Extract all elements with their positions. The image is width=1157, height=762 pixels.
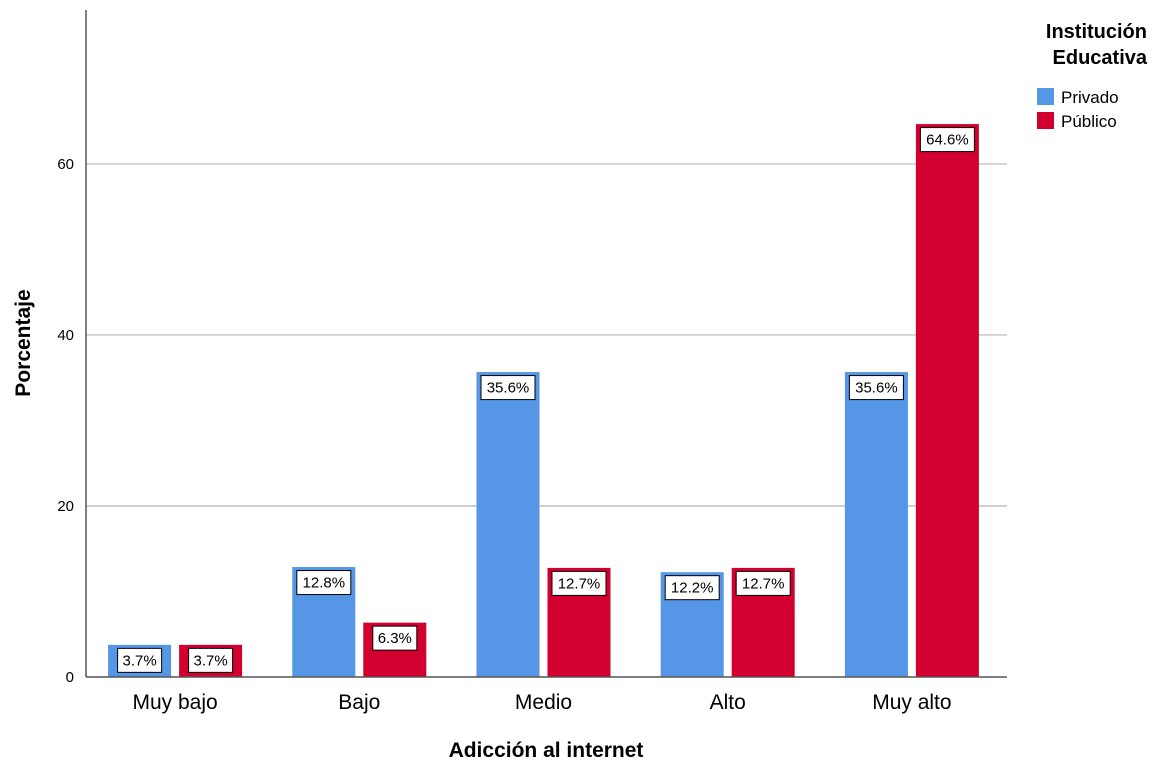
data-label: 35.6% xyxy=(487,380,530,397)
data-labels: 3.7% 3.7% 12.8% 6.3% 35.6% 12.7% 12.2% 12.7% 35.… xyxy=(117,127,975,673)
data-label-box xyxy=(919,127,975,153)
y-axis-title: Porcentaje xyxy=(12,289,35,396)
legend-item-label: Privado xyxy=(1061,88,1119,107)
y-tick-label: 60 xyxy=(57,156,74,173)
x-axis-title: Adicción al internet xyxy=(449,739,644,762)
data-label-box xyxy=(848,375,904,401)
y-tick-label: 40 xyxy=(57,327,74,344)
data-label: 3.7% xyxy=(122,652,156,669)
x-tick-label: Medio xyxy=(515,691,572,714)
data-label: 12.7% xyxy=(558,575,601,592)
y-tick-labels: 0 20 40 60 xyxy=(57,156,74,686)
x-tick-label: Muy alto xyxy=(872,691,951,714)
x-tick-label: Muy bajo xyxy=(132,691,217,714)
data-label-box xyxy=(551,570,607,596)
data-label: 35.6% xyxy=(855,380,898,397)
y-tick-label: 20 xyxy=(57,498,74,515)
bar xyxy=(476,372,540,678)
bar xyxy=(844,372,908,678)
data-label: 3.7% xyxy=(193,652,227,669)
y-tick-label: 0 xyxy=(66,669,74,686)
data-label: 12.7% xyxy=(742,575,785,592)
legend-swatch xyxy=(1037,88,1054,105)
data-label-box xyxy=(117,647,163,673)
data-label-box xyxy=(480,375,536,401)
data-label: 12.8% xyxy=(303,575,346,592)
legend-item-label: Público xyxy=(1061,112,1117,131)
legend-swatch xyxy=(1037,112,1054,129)
legend: Institución Educativa Privado Público xyxy=(1037,21,1148,131)
x-tick-label: Alto xyxy=(710,691,746,714)
axes xyxy=(85,10,1007,678)
data-label: 64.6% xyxy=(926,132,969,149)
legend-title-line-1: Institución xyxy=(1046,21,1147,43)
data-label-box xyxy=(372,625,418,651)
data-label-box xyxy=(735,570,791,596)
bar xyxy=(915,124,979,678)
bars xyxy=(108,124,979,678)
legend-title-line-2: Educativa xyxy=(1053,47,1148,69)
data-label-box xyxy=(296,570,352,596)
data-label-box xyxy=(664,575,720,601)
data-label: 12.2% xyxy=(671,580,714,597)
x-tick-label: Bajo xyxy=(338,691,380,714)
x-tick-labels: Muy bajo Bajo Medio Alto Muy alto xyxy=(132,691,951,714)
data-label: 6.3% xyxy=(378,630,412,647)
data-label-box xyxy=(188,647,234,673)
